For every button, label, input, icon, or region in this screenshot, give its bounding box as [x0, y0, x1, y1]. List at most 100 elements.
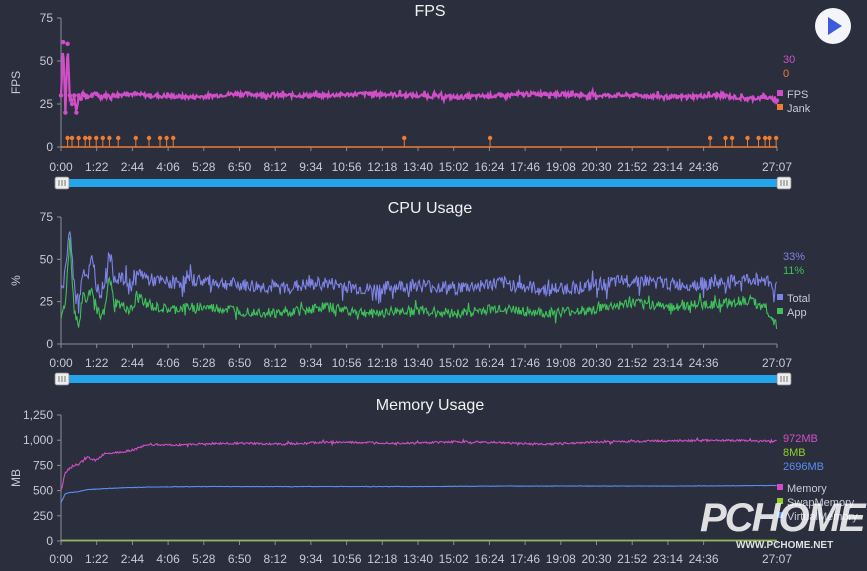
- jank-event-point: [76, 135, 81, 141]
- fps-data-point: [454, 94, 460, 100]
- series-line: [60, 436, 777, 491]
- x-tick-label: 12:18: [367, 160, 397, 174]
- series-jank: [61, 135, 779, 148]
- x-tick-label: 8:12: [264, 552, 288, 566]
- last-value-label: 972MB: [783, 433, 818, 445]
- fps-data-point: [76, 93, 81, 98]
- x-tick-label: 5:28: [192, 356, 216, 370]
- fps-data-point: [366, 91, 372, 96]
- x-tick-label: 8:12: [264, 160, 288, 174]
- x-tick-label: 15:02: [439, 160, 469, 174]
- fps-data-point: [234, 91, 240, 96]
- x-tick-label: 27:07: [762, 356, 792, 370]
- x-tick-label: 0:00: [49, 160, 73, 174]
- x-tick-label: 4:06: [156, 356, 180, 370]
- jank-event-point: [171, 135, 176, 141]
- fps-data-point: [85, 94, 90, 100]
- series-line: [59, 52, 778, 114]
- legend-swatch: [777, 90, 783, 96]
- y-tick-label: 1,250: [23, 408, 53, 422]
- fps-data-point: [774, 98, 780, 103]
- slider-handle-end[interactable]: [776, 372, 792, 386]
- x-tick-label: 15:02: [439, 356, 469, 370]
- last-value-label: 11%: [783, 265, 804, 277]
- fps-data-point: [124, 91, 130, 96]
- series-app: [60, 237, 778, 329]
- series-fps: [58, 39, 780, 115]
- slider-track[interactable]: [60, 179, 790, 187]
- jank-event-point: [87, 135, 92, 141]
- legend-label: Total: [787, 293, 810, 305]
- jank-event-point: [83, 135, 88, 141]
- fps-data-point: [630, 93, 636, 98]
- x-tick-label: 0:00: [49, 356, 73, 370]
- legend-label: SwapMemory: [787, 497, 855, 509]
- x-tick-label: 9:34: [299, 356, 323, 370]
- jank-event-point: [107, 135, 112, 141]
- play-button[interactable]: [815, 8, 851, 44]
- x-tick-label: 20:30: [581, 552, 611, 566]
- fps-data-point: [190, 94, 196, 100]
- x-tick-label: 1:22: [85, 552, 109, 566]
- y-tick-label: 75: [40, 11, 54, 25]
- jank-event-point: [723, 135, 728, 141]
- x-tick-label: 12:18: [367, 356, 397, 370]
- x-tick-label: 13:40: [403, 552, 433, 566]
- y-tick-label: 50: [40, 54, 54, 68]
- jank-event-point: [100, 135, 106, 141]
- x-tick-label: 4:06: [156, 160, 180, 174]
- legend-swatch: [777, 294, 783, 300]
- jank-event-point: [65, 135, 70, 141]
- x-tick-label: 16:24: [474, 356, 504, 370]
- series-total: [60, 231, 778, 314]
- fps-data-point: [674, 94, 680, 100]
- slider-handle-start[interactable]: [54, 372, 70, 386]
- chart-title: FPS: [414, 3, 445, 20]
- slider-handle-start[interactable]: [54, 176, 70, 190]
- fps-data-point: [61, 39, 66, 45]
- chart-memory-usage: Memory Usage MB 0 250 500 750 1,000 1,250 0:00 1:…: [9, 397, 858, 566]
- fps-data-point: [111, 93, 117, 98]
- x-tick-label: 24:36: [689, 356, 719, 370]
- fps-data-point: [410, 93, 416, 98]
- series-line: [60, 231, 778, 314]
- slider-handle-end[interactable]: [776, 176, 792, 190]
- x-tick-label: 2:44: [121, 356, 145, 370]
- x-tick-label: 12:18: [367, 552, 397, 566]
- watermark: PCHOME WWW.PCHOME.NET: [700, 498, 866, 551]
- x-tick-label: 19:08: [546, 552, 576, 566]
- fps-data-point: [58, 93, 64, 98]
- jank-event-point: [402, 135, 407, 141]
- y-tick-label: 0: [46, 337, 53, 351]
- x-tick-label: 9:34: [299, 552, 323, 566]
- x-tick-label: 13:40: [403, 160, 433, 174]
- fps-data-point: [74, 110, 79, 115]
- legend-swatch: [777, 498, 783, 504]
- series-line: [60, 237, 778, 329]
- y-tick-label: 1,000: [23, 433, 53, 447]
- jank-event-point: [133, 135, 139, 141]
- y-tick-label: 75: [40, 210, 54, 224]
- slider-track[interactable]: [60, 375, 790, 383]
- time-range-slider[interactable]: [54, 176, 792, 190]
- fps-data-point: [542, 91, 548, 96]
- x-tick-label: 24:36: [689, 552, 719, 566]
- y-tick-label: 0: [46, 140, 53, 154]
- x-tick-label: 21:52: [617, 356, 647, 370]
- x-tick-label: 16:24: [474, 552, 504, 566]
- fps-data-point: [72, 93, 77, 98]
- jank-event-point: [146, 135, 152, 141]
- legend-label: Jank: [787, 103, 811, 115]
- x-tick-label: 1:22: [85, 160, 109, 174]
- x-tick-label: 6:50: [228, 356, 252, 370]
- y-tick-label: 0: [46, 534, 53, 548]
- fps-data-point: [65, 41, 70, 46]
- x-tick-label: 0:00: [49, 552, 73, 566]
- y-tick-label: 50: [40, 252, 54, 266]
- x-tick-label: 27:07: [762, 552, 792, 566]
- fps-data-point: [89, 93, 95, 98]
- x-tick-label: 17:46: [510, 160, 540, 174]
- time-range-slider[interactable]: [54, 372, 792, 386]
- fps-data-point: [146, 93, 152, 98]
- fps-data-point: [94, 91, 99, 96]
